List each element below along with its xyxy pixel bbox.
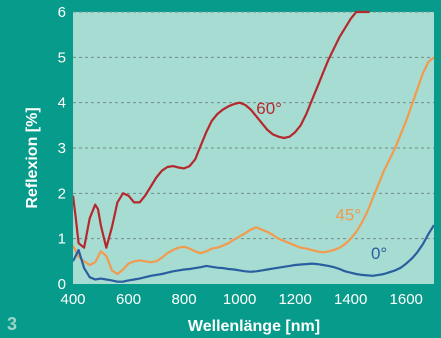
series-line-0°	[73, 224, 434, 283]
y-tick-label: 0	[58, 276, 66, 293]
y-tick-label: 2	[58, 185, 66, 202]
y-axis-title: Reflexion [%]	[24, 107, 41, 208]
x-tick-label: 1000	[223, 291, 256, 308]
series-line-60°	[73, 10, 370, 249]
grid-lines	[73, 11, 434, 240]
y-tick-label: 6	[58, 4, 66, 21]
x-tick-label: 600	[116, 291, 141, 308]
x-tick-labels: 400 600 800 1000 1200 1400 1600	[60, 291, 422, 308]
figure-number: 3	[7, 314, 17, 334]
series-lines	[73, 10, 434, 283]
x-axis-title: Wellenlänge [nm]	[188, 318, 320, 335]
x-tick-label: 1600	[390, 291, 423, 308]
x-tick-label: 400	[60, 291, 85, 308]
y-tick-label: 3	[58, 140, 66, 157]
series-label: 0°	[371, 244, 387, 263]
series-label: 60°	[256, 99, 282, 118]
x-tick-label: 1200	[278, 291, 311, 308]
y-tick-labels: 0 1 2 3 4 5 6	[58, 4, 66, 293]
y-tick-label: 5	[58, 49, 66, 66]
series-labels: 60° 45° 0°	[256, 99, 387, 263]
x-tick-label: 800	[172, 291, 197, 308]
x-tick-label: 1400	[334, 291, 367, 308]
y-tick-label: 1	[58, 231, 66, 248]
series-line-45°	[73, 56, 434, 276]
y-tick-label: 4	[58, 95, 66, 112]
series-label: 45°	[335, 206, 361, 225]
